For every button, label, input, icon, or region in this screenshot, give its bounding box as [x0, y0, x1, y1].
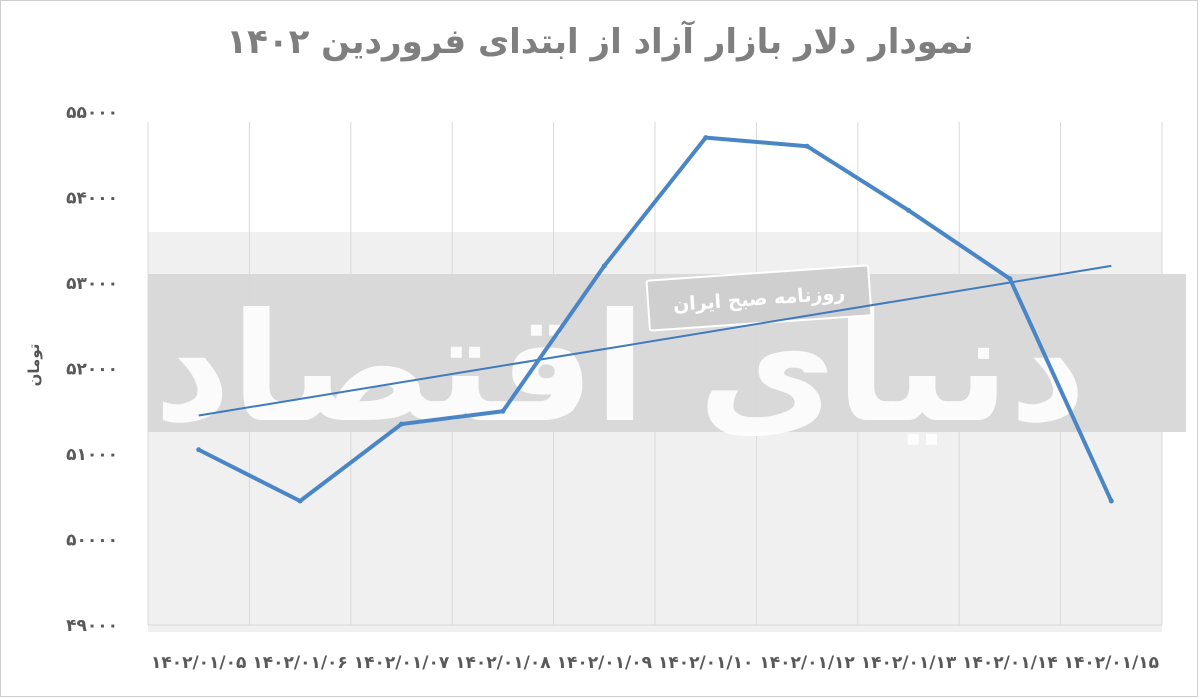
watermark-logo-text: دنیای اقتصاد [154, 282, 1087, 456]
trendline-line [198, 264, 1112, 417]
trendline [198, 264, 1112, 417]
y-tick-label: ۴۹۰۰۰ [66, 616, 118, 636]
y-tick-label: ۵۴۰۰۰ [66, 189, 118, 209]
watermark: دنیای اقتصاد روزنامه صبح ایران [154, 264, 1087, 456]
x-axis-ticks: ۱۴۰۲/۰۱/۰۵ ۱۴۰۲/۰۱/۰۶ ۱۴۰۲/۰۱/۰۷ ۱۴۰۲/۰۱/۰۸… [151, 653, 1159, 673]
data-point [703, 135, 709, 141]
data-point [1007, 276, 1013, 282]
x-tick-label: ۱۴۰۲/۰۱/۰۸ [455, 653, 551, 673]
y-tick-label: ۵۰۰۰۰ [66, 531, 118, 551]
x-tick-label: ۱۴۰۲/۰۱/۰۵ [151, 653, 246, 673]
data-point [906, 207, 911, 213]
x-tick-label: ۱۴۰۲/۰۱/۱۵ [1064, 653, 1159, 673]
data-point [297, 498, 303, 504]
y-tick-label: ۵۳۰۰۰ [66, 274, 118, 294]
data-point [196, 447, 202, 453]
series [196, 135, 1114, 504]
x-tick-label: ۱۴۰۲/۰۱/۱۲ [759, 653, 855, 673]
y-axis-label-box: تومان [4, 300, 64, 430]
y-tick-label: ۵۱۰۰۰ [66, 445, 118, 465]
x-tick-label: ۱۴۰۲/۰۱/۱۳ [861, 653, 957, 673]
y-tick-label: ۵۲۰۰۰ [66, 360, 118, 380]
x-tick-label: ۱۴۰۲/۰۱/۱۴ [962, 653, 1057, 673]
y-tick-label: ۵۵۰۰۰ [66, 103, 118, 123]
y-axis-label: تومان [25, 343, 43, 387]
data-point [1108, 498, 1114, 504]
chart-title: نمودار دلار بازار آزاد از ابتدای فروردین… [226, 22, 974, 62]
data-point [399, 421, 404, 427]
x-tick-label: ۱۴۰۲/۰۱/۱۰ [658, 653, 753, 673]
data-point [500, 408, 506, 414]
x-tick-label: ۱۴۰۲/۰۱/۰۹ [557, 653, 653, 673]
data-point [601, 263, 607, 269]
series-line [196, 135, 1114, 504]
data-point [804, 143, 810, 149]
y-axis-ticks: ۴۹۰۰۰ ۵۰۰۰۰ ۵۱۰۰۰ ۵۲۰۰۰ ۵۳۰۰۰ ۵۴۰۰۰ ۵۵۰۰۰ [66, 103, 118, 636]
x-tick-label: ۱۴۰۲/۰۱/۰۷ [354, 653, 450, 673]
x-tick-label: ۱۴۰۲/۰۱/۰۶ [252, 653, 347, 673]
